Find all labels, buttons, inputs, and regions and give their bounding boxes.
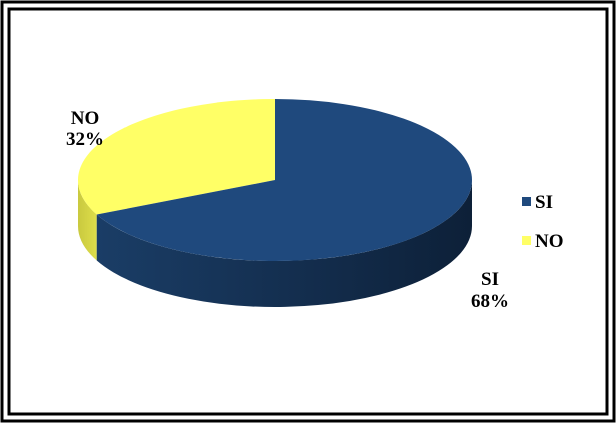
legend-label-no: NO	[535, 231, 564, 252]
pie-slice-si-side	[96, 180, 472, 308]
data-label-no-name: NO	[71, 108, 100, 129]
data-label-si-name: SI	[481, 269, 499, 290]
legend-label-si: SI	[535, 192, 553, 213]
pie-slice-si	[96, 99, 472, 261]
legend-swatch-no	[522, 236, 531, 245]
inner-border	[7, 7, 609, 416]
legend: SI NO	[522, 192, 564, 252]
pie-slice-no-side	[78, 180, 97, 261]
pie-slice-no	[77, 99, 275, 215]
legend-swatch-si	[522, 197, 531, 206]
data-label-si-pct: 68%	[471, 291, 509, 312]
data-label-no-pct: 32%	[66, 129, 104, 150]
